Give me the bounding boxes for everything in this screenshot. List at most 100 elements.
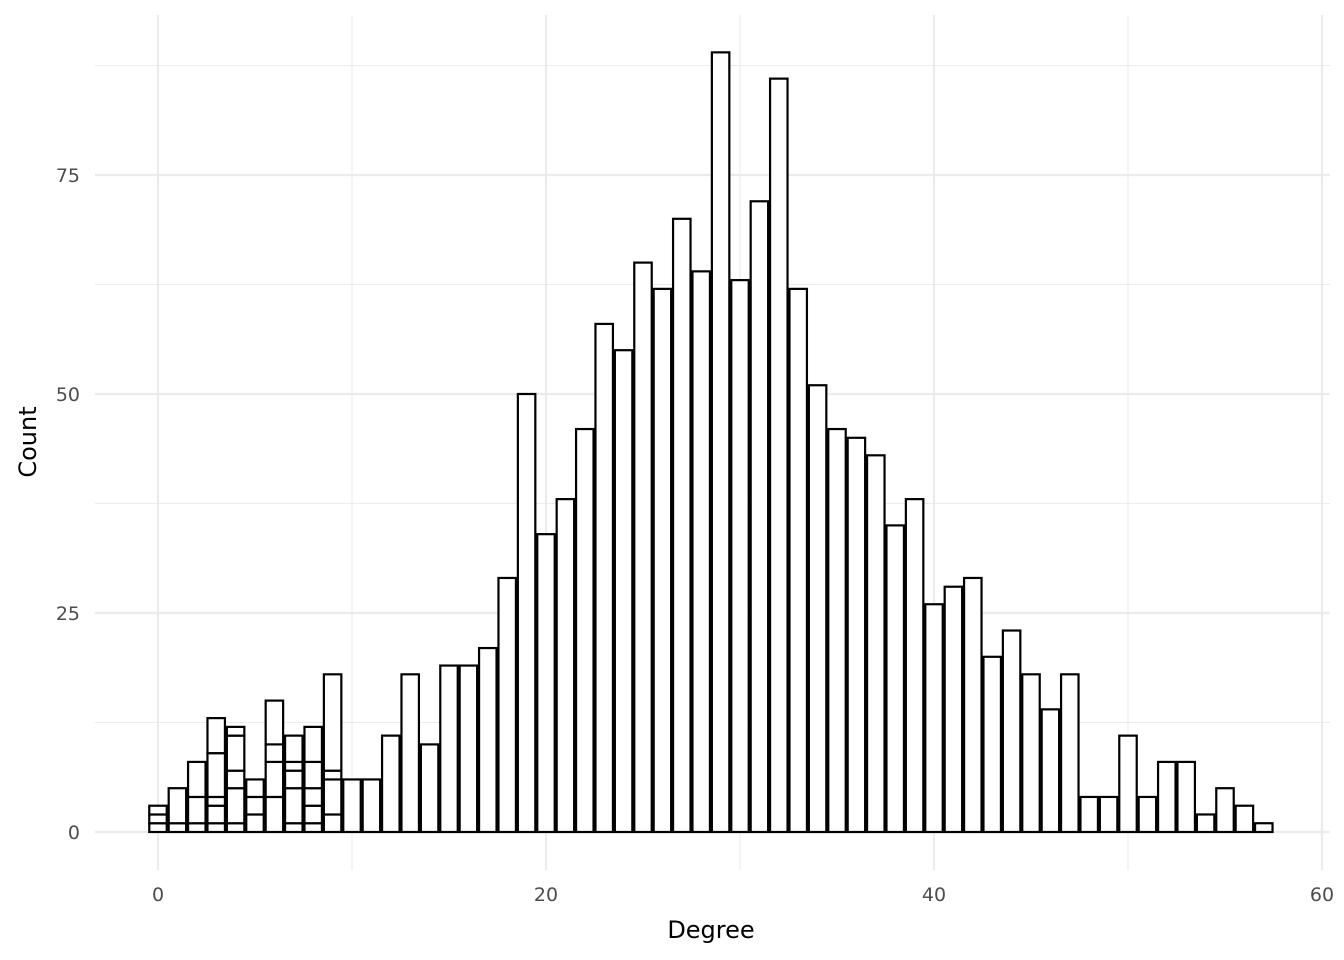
histogram-bar	[807, 384, 828, 834]
histogram-bar-segment	[245, 795, 265, 816]
histogram-bar	[1079, 795, 1100, 834]
histogram-bar-segment	[303, 804, 324, 825]
histogram-bar	[1137, 795, 1158, 834]
histogram-bar-segment	[186, 822, 207, 834]
histogram-bar	[458, 664, 479, 834]
histogram-bar-segment	[283, 734, 304, 764]
histogram-bar	[691, 270, 712, 834]
histogram-bar	[827, 427, 847, 834]
histogram-bar-segment	[225, 769, 246, 790]
histogram-bar	[768, 77, 789, 834]
histogram-bar-segment	[264, 743, 285, 764]
histogram-bar-segment	[186, 760, 207, 799]
histogram-bar-segment	[303, 760, 324, 790]
histogram-bar-segment	[148, 813, 168, 825]
x-tick-labels: 0 20 40 60	[152, 884, 1334, 906]
histogram-bar	[865, 454, 886, 834]
histogram-bar-segment	[225, 734, 246, 772]
histogram-bar-segment	[322, 813, 343, 834]
histogram-bar-segment	[206, 752, 227, 799]
y-tick-labels: 0 25 50 75	[56, 165, 80, 844]
histogram-bar-segment	[225, 787, 246, 825]
histogram-bar-segment	[245, 778, 265, 799]
histogram-bar-segment	[167, 787, 188, 825]
histogram-bar	[652, 287, 673, 834]
histogram-bar	[574, 427, 595, 834]
histogram-bar	[710, 51, 731, 834]
histogram-bar-segment	[148, 822, 168, 834]
histogram-bar-segment	[283, 822, 304, 834]
histogram-bar	[671, 217, 692, 834]
histogram-bar-segment	[206, 804, 227, 825]
histogram-bar-segment	[206, 795, 227, 807]
x-axis-title: Degree	[667, 916, 754, 944]
histogram-bar-segment	[167, 822, 188, 834]
histogram-bar-segment	[322, 673, 343, 772]
y-tick-label: 75	[56, 165, 80, 187]
histogram-bar	[1215, 787, 1235, 834]
histogram-bar-segment	[225, 822, 246, 834]
histogram-bar-segment	[245, 813, 265, 834]
histogram-bar-segment	[322, 769, 343, 781]
histogram-bar	[536, 533, 556, 834]
histogram-bar-segment	[264, 795, 285, 834]
x-tick-label: 60	[1310, 884, 1334, 906]
histogram-bar-segment	[206, 822, 227, 834]
histogram-bar	[361, 778, 382, 834]
histogram-bar	[1021, 673, 1041, 834]
histogram-bar	[633, 261, 653, 834]
histogram-bar	[788, 287, 809, 834]
histogram-bar	[477, 646, 498, 834]
histogram-bar	[613, 349, 634, 834]
histogram-bar	[1156, 760, 1177, 834]
histogram-bar	[924, 603, 944, 834]
y-tick-label: 50	[56, 384, 80, 406]
histogram-bar	[419, 743, 440, 834]
histogram-bar	[594, 322, 615, 834]
histogram-bar-segment	[264, 699, 285, 746]
histogram-bar	[1040, 708, 1061, 834]
histogram-bar	[962, 576, 983, 834]
histogram-bar	[400, 673, 421, 834]
x-tick-label: 40	[922, 884, 946, 906]
histogram-bar-segment	[206, 717, 227, 755]
x-tick-label: 20	[534, 884, 558, 906]
histogram-bar-segment	[186, 795, 207, 825]
y-tick-label: 0	[68, 822, 80, 844]
histogram-bar-segment	[303, 822, 324, 834]
histogram-bar	[1253, 822, 1274, 834]
y-tick-label: 25	[56, 603, 80, 625]
histogram-bar-segment	[303, 787, 324, 807]
x-tick-label: 0	[152, 884, 164, 906]
histogram-bar	[846, 436, 867, 834]
histogram-bar	[1001, 629, 1022, 834]
histogram-bar	[904, 498, 925, 834]
histogram-bar	[1059, 673, 1080, 834]
histogram-bar-segment	[303, 725, 324, 764]
histogram-bar-segment	[283, 760, 304, 772]
histogram-bar	[516, 392, 537, 834]
histogram-bar	[555, 498, 576, 834]
histogram-bar-segment	[322, 778, 343, 816]
histogram-bar	[1234, 804, 1255, 834]
histogram-bar	[943, 585, 964, 834]
histogram-bar	[342, 778, 362, 834]
histogram-bar-segment	[283, 769, 304, 790]
histogram-bar	[1176, 760, 1197, 834]
bars	[148, 51, 1274, 834]
histogram-bar	[1118, 734, 1138, 834]
histogram-bar	[1195, 813, 1216, 834]
histogram-bar-segment	[283, 787, 304, 825]
y-axis-title: Count	[14, 406, 42, 477]
histogram-bar	[439, 664, 459, 834]
histogram-bar-segment	[148, 804, 168, 816]
histogram-bar	[380, 734, 401, 834]
histogram-bar	[497, 576, 518, 834]
histogram-bar	[749, 200, 770, 834]
histogram-bar	[1098, 795, 1119, 834]
histogram-bar-segment	[225, 725, 246, 737]
histogram-bar-segment	[264, 760, 285, 799]
histogram-bar	[885, 524, 906, 834]
histogram-bar	[730, 279, 750, 834]
